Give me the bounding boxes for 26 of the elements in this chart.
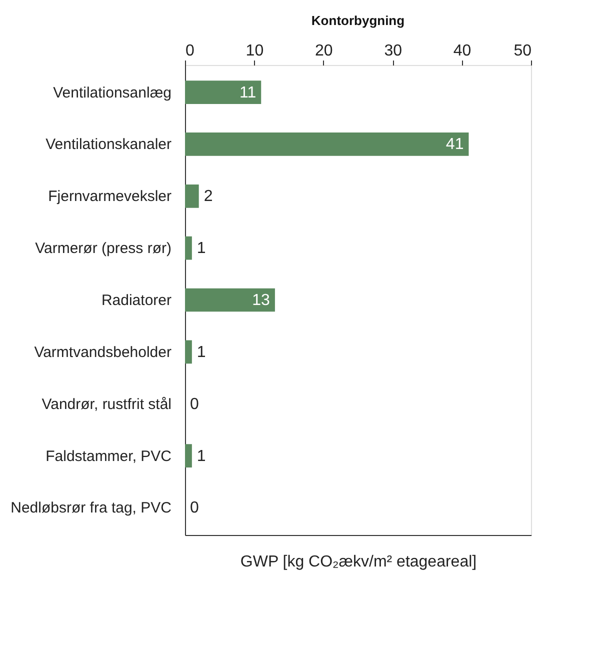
x-tick-label: 20 (315, 42, 333, 60)
y-tick-label: Ventilationsanlæg (53, 84, 172, 102)
y-tick-label: Radiatorer (101, 292, 172, 309)
data-label: 13 (252, 292, 270, 309)
x-tick-label: 50 (514, 42, 532, 60)
data-label: 41 (446, 136, 464, 154)
x-axis-title: GWP [kg CO₂ækv/m² etageareal] (240, 554, 477, 570)
data-label: 11 (240, 84, 256, 102)
data-label: 0 (190, 500, 199, 517)
data-label: 1 (196, 448, 206, 465)
y-tick-label: Fjernvarmeveksler (48, 188, 172, 206)
x-tick-label: 10 (246, 42, 264, 60)
x-tick-label: 30 (384, 42, 402, 60)
y-tick-label: Varmerør (press rør) (35, 240, 172, 258)
y-tick-label: Vandrør, rustfrit stål (42, 396, 172, 413)
data-label: 1 (196, 240, 206, 258)
y-tick-label: Nedløbsrør fra tag, PVC (10, 500, 172, 517)
x-tick-label: 0 (186, 42, 194, 60)
y-tick-label: Ventilationskanaler (46, 136, 172, 154)
data-label: 1 (196, 344, 206, 361)
y-tick-label: Faldstammer, PVC (46, 448, 172, 465)
x-tick-label: 40 (453, 42, 472, 60)
data-label: 0 (190, 396, 199, 413)
y-tick-label: Varmtvandsbeholder (34, 344, 172, 361)
chart-title: Kontorbygning (311, 13, 405, 28)
data-label: 2 (204, 188, 213, 206)
